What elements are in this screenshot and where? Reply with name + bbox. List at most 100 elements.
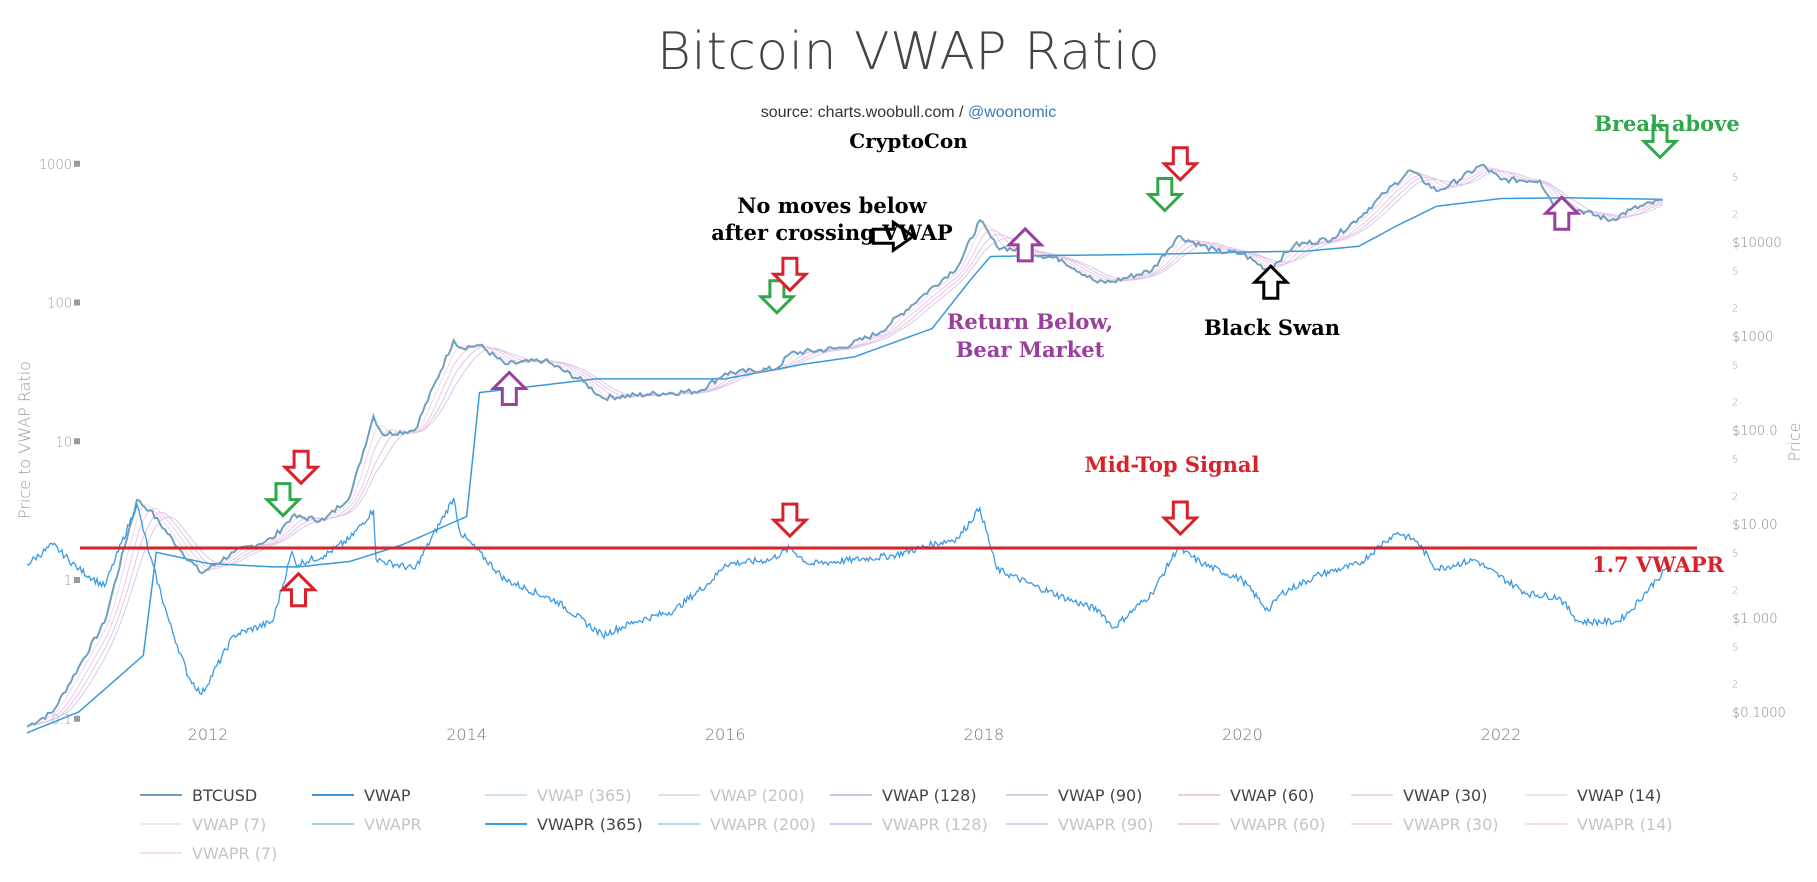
right-minor-tick-label: 2 xyxy=(1732,210,1738,221)
x-tick-label: 2020 xyxy=(1222,725,1263,744)
legend-item[interactable]: VWAPR (90) xyxy=(1006,813,1154,835)
x-tick-label: 2018 xyxy=(963,725,1004,744)
down-arrow-icon xyxy=(1145,177,1185,213)
legend-label: VWAPR (128) xyxy=(882,814,988,834)
right-tick-label: $10000 xyxy=(1732,236,1782,251)
vwap-ribbon-line xyxy=(26,165,1663,728)
legend-item[interactable]: VWAP (90) xyxy=(1006,784,1142,806)
legend-line-swatch xyxy=(1006,794,1048,796)
legend-line-swatch xyxy=(312,794,354,796)
left-tick-mark xyxy=(74,299,80,306)
annotation-return-below: Return Below, xyxy=(947,309,1113,334)
x-tick-label: 2022 xyxy=(1481,725,1522,744)
annotation-break-above: Break above xyxy=(1594,111,1740,136)
annotation-black-swan: Black Swan xyxy=(1204,315,1340,340)
legend-line-swatch xyxy=(658,823,700,825)
down-arrow-icon xyxy=(263,482,303,518)
legend-item[interactable]: VWAPR (30) xyxy=(1351,813,1499,835)
legend-item[interactable]: VWAPR xyxy=(312,813,422,835)
legend-label: VWAP (90) xyxy=(1058,785,1143,805)
legend-item[interactable]: VWAP (200) xyxy=(658,784,805,806)
left-tick-label: 10 xyxy=(55,435,72,450)
chart-source: source: charts.woobull.com / @woonomic xyxy=(0,104,1817,122)
up-arrow-icon xyxy=(489,370,529,406)
right-minor-tick-label: 5 xyxy=(1732,360,1738,371)
x-tick-label: 2014 xyxy=(446,725,487,744)
legend-item[interactable]: VWAP (365) xyxy=(485,784,632,806)
right-axis-title: Price xyxy=(1785,422,1804,461)
legend-item[interactable]: VWAPR (60) xyxy=(1178,813,1326,835)
legend-line-swatch xyxy=(312,823,354,825)
legend-label: VWAP xyxy=(364,785,411,805)
legend-label: VWAPR (200) xyxy=(710,814,816,834)
up-arrow-icon xyxy=(1542,195,1582,231)
arrow-layer xyxy=(263,123,1680,608)
vwap-ribbon-line xyxy=(26,169,1663,728)
legend-item[interactable]: VWAP xyxy=(312,784,410,806)
legend-item[interactable]: VWAP (128) xyxy=(830,784,977,806)
right-minor-tick-label: 2 xyxy=(1732,586,1738,597)
right-minor-tick-label: 5 xyxy=(1732,548,1738,559)
legend-item[interactable]: VWAPR (7) xyxy=(140,842,277,864)
annotation-no-moves-below: No moves below xyxy=(737,193,927,218)
chart-title: Bitcoin VWAP Ratio xyxy=(656,22,1161,82)
legend-item[interactable]: VWAP (60) xyxy=(1178,784,1314,806)
right-tick-label: $1.000 xyxy=(1732,612,1778,627)
legend-item[interactable]: VWAPR (200) xyxy=(658,813,816,835)
legend-item[interactable]: VWAP (30) xyxy=(1351,784,1487,806)
legend-label: VWAPR (365) xyxy=(537,814,643,834)
left-tick-mark xyxy=(74,577,80,583)
down-arrow-icon xyxy=(1640,123,1680,160)
legend-line-swatch xyxy=(140,794,182,796)
legend-item[interactable]: VWAPR (128) xyxy=(830,813,988,835)
legend-label: VWAP (60) xyxy=(1230,785,1315,805)
up-arrow-icon xyxy=(278,571,319,608)
right-minor-tick-label: 5 xyxy=(1732,266,1738,277)
left-tick-label: 100 xyxy=(47,297,72,312)
legend-label: VWAP (30) xyxy=(1403,785,1488,805)
btcusd-line xyxy=(26,164,1663,728)
annotation-bear-market: Bear Market xyxy=(956,337,1105,362)
legend-item[interactable]: VWAP (14) xyxy=(1525,784,1661,806)
right-axis: $10000 $1000 $100.0 $10.00 $1.000 $0.1000 5 2 5 2… xyxy=(1732,172,1786,721)
right-tick-label: $0.1000 xyxy=(1732,706,1786,721)
left-tick-mark xyxy=(74,438,80,445)
legend-label: VWAPR (30) xyxy=(1403,814,1499,834)
legend-item[interactable]: VWAPR (14) xyxy=(1525,813,1673,835)
x-tick-label: 2016 xyxy=(705,725,746,744)
legend-line-swatch xyxy=(830,823,872,825)
legend-item[interactable]: VWAPR (365) xyxy=(485,813,643,835)
down-arrow-icon xyxy=(1160,146,1200,182)
legend-label: VWAPR (14) xyxy=(1577,814,1673,834)
right-minor-tick-label: 2 xyxy=(1732,398,1738,409)
legend-label: VWAP (7) xyxy=(192,814,267,834)
vwap-line xyxy=(26,197,1663,734)
left-tick-label: 1 xyxy=(64,574,72,589)
vwap-ribbon-line xyxy=(26,168,1663,728)
legend-label: VWAPR xyxy=(364,814,422,834)
vwapr-line xyxy=(26,497,1670,696)
right-minor-tick-label: 5 xyxy=(1732,642,1738,653)
legend-label: VWAP (200) xyxy=(710,785,805,805)
legend-line-swatch xyxy=(1178,823,1220,825)
series-layer xyxy=(26,164,1670,734)
legend-line-swatch xyxy=(1351,794,1393,796)
down-arrow-icon xyxy=(770,502,810,539)
left-tick-mark xyxy=(74,715,80,722)
legend-label: VWAP (14) xyxy=(1577,785,1662,805)
legend-line-swatch xyxy=(485,823,527,825)
annotation-after-crossing-vwap: after crossing VWAP xyxy=(711,220,953,245)
left-axis-title: Price to VWAP Ratio xyxy=(15,361,34,519)
legend-line-swatch xyxy=(1178,794,1220,796)
right-minor-tick-label: 5 xyxy=(1732,172,1738,183)
right-tick-label: $1000 xyxy=(1732,330,1773,345)
legend-line-swatch xyxy=(1525,794,1567,796)
source-handle-link[interactable]: @woonomic xyxy=(967,104,1057,121)
left-tick-label: 1000 xyxy=(39,158,72,173)
legend-item[interactable]: BTCUSD xyxy=(140,784,257,806)
right-minor-tick-label: 2 xyxy=(1732,492,1738,503)
legend-line-swatch xyxy=(1006,823,1048,825)
legend-item[interactable]: VWAP (7) xyxy=(140,813,266,835)
legend-label: VWAPR (7) xyxy=(192,843,278,863)
